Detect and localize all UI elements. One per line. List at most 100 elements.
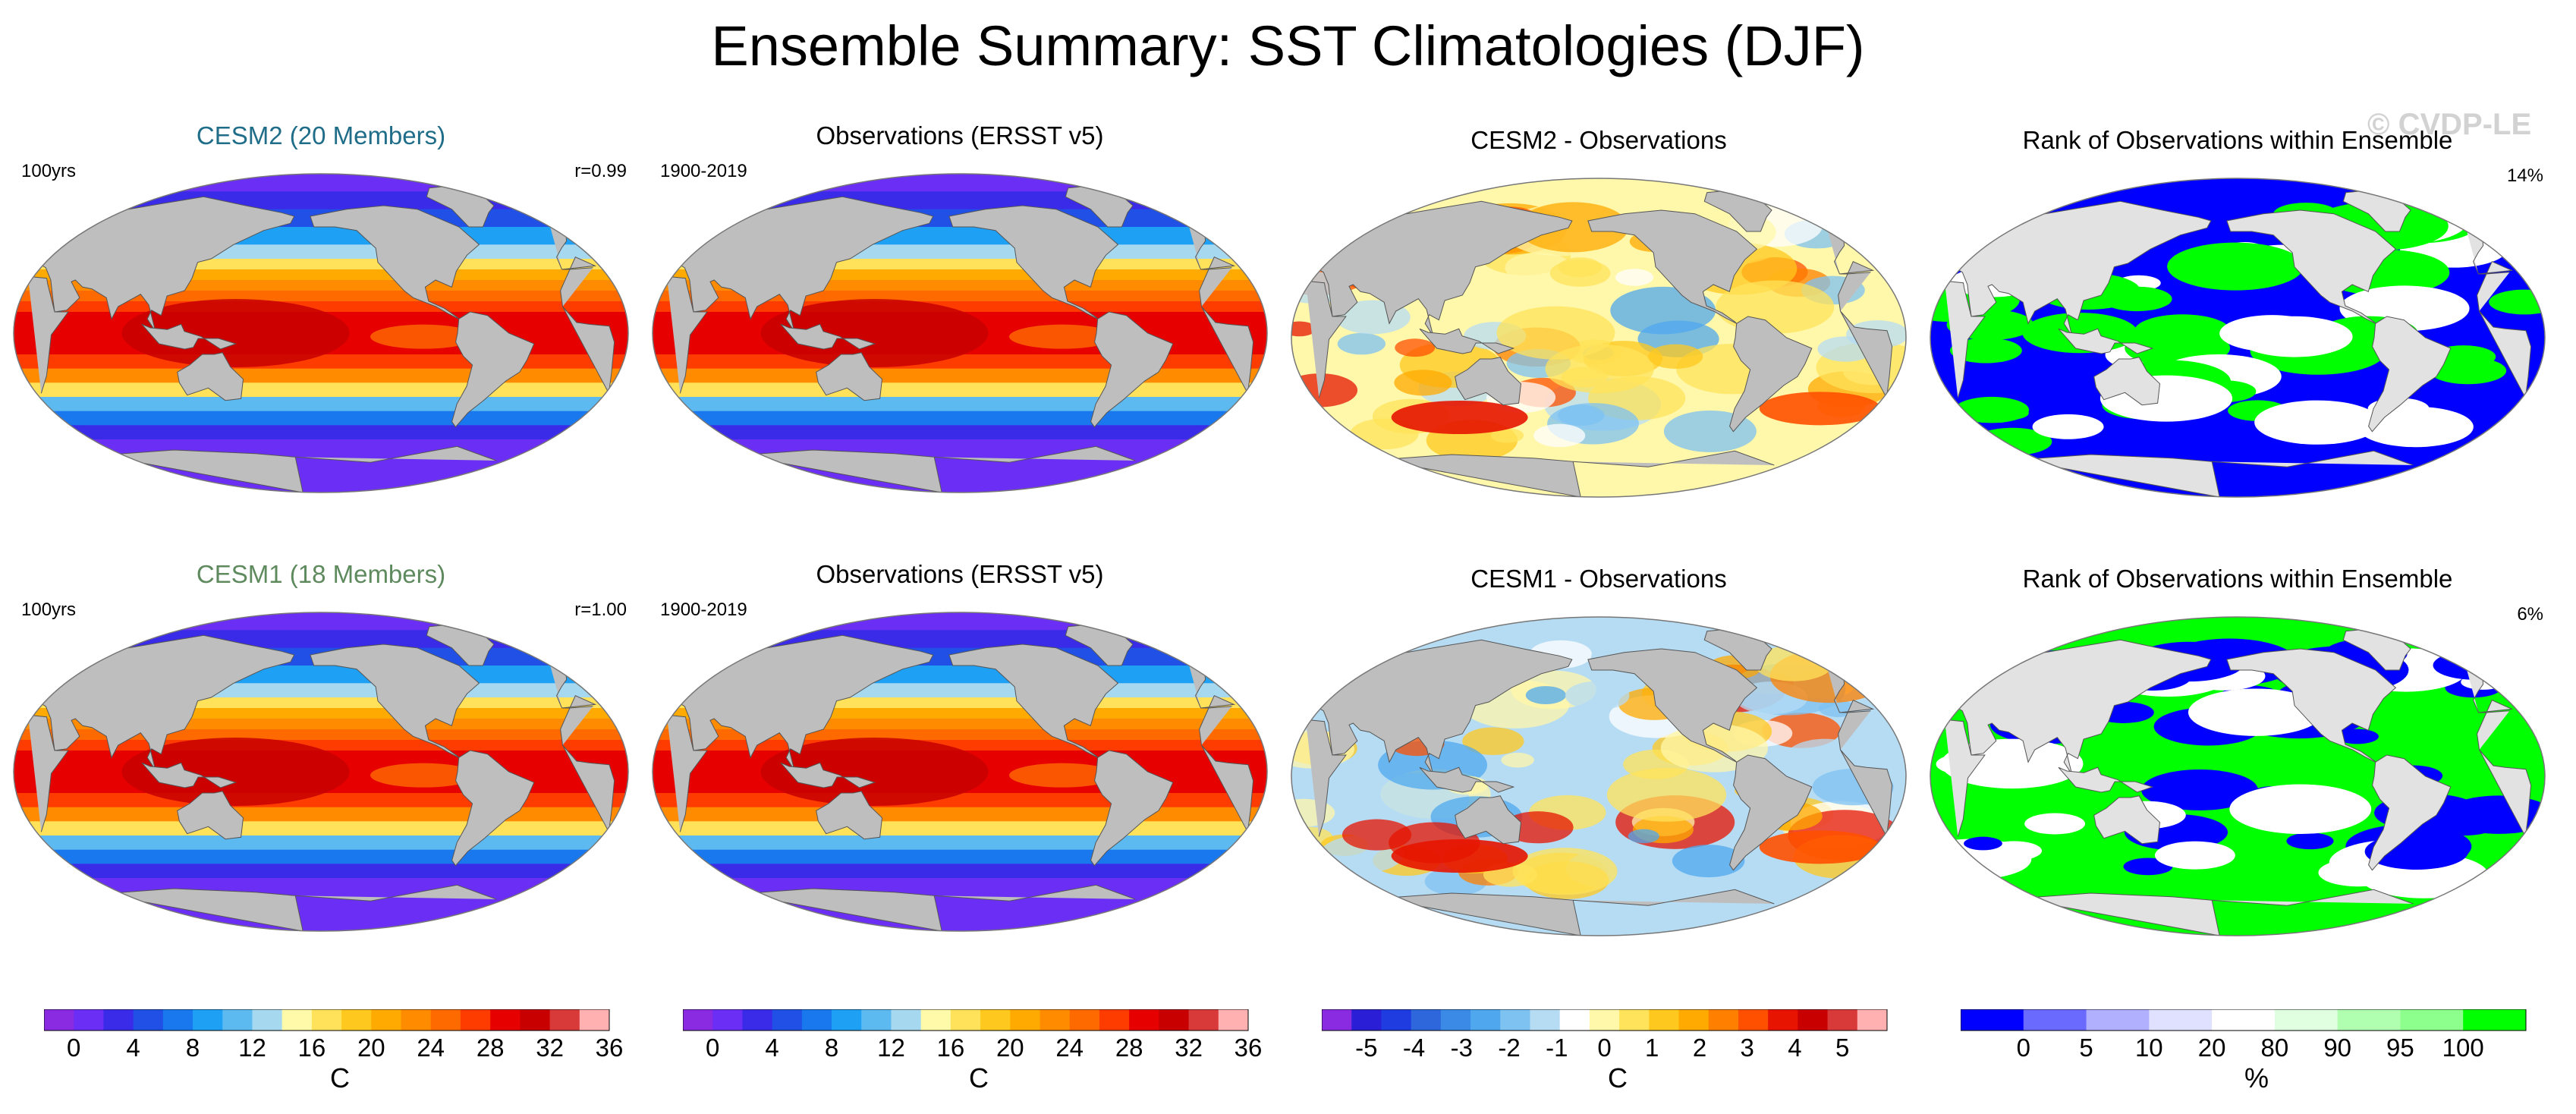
colorbar-tick-label: 0	[2017, 1034, 2030, 1062]
colorbar-frame	[1322, 1009, 1888, 1031]
sst-band	[14, 878, 628, 931]
diff-anomaly	[1561, 367, 1608, 388]
main-title: Ensemble Summary: SST Climatologies (DJF…	[711, 14, 1865, 77]
colorbar-tick-label: 1	[1645, 1034, 1659, 1062]
diff-anomaly	[1786, 738, 1864, 774]
land-indonesia	[1419, 766, 1515, 793]
land-africa	[1944, 272, 2532, 399]
colorbar-tick-label: 16	[298, 1034, 326, 1062]
sst-band	[14, 425, 628, 440]
sst-band	[14, 382, 628, 398]
land-americasS	[1090, 750, 1174, 867]
land-antarctica	[1378, 450, 1775, 497]
land-australia	[1455, 795, 1522, 845]
warm-pool	[760, 738, 989, 806]
colorbar-tick-label: -1	[1546, 1034, 1568, 1062]
rank-region	[2216, 255, 2285, 280]
map-plot	[645, 609, 1275, 939]
diff-anomaly	[1462, 727, 1524, 756]
land-indonesia	[141, 762, 237, 788]
sst-band	[653, 397, 1267, 412]
sst-band	[14, 397, 628, 412]
map-svg	[1930, 178, 2546, 498]
land-africa	[1305, 272, 1893, 399]
land-antarctica	[739, 445, 1136, 492]
diff-anomaly	[1628, 829, 1659, 844]
colorbar-tick-label: 90	[2323, 1034, 2351, 1062]
map-field	[1930, 617, 2545, 936]
rank-region	[1954, 396, 2030, 423]
colorbar-unit: C	[969, 1062, 989, 1094]
diff-anomaly	[1502, 811, 1574, 844]
colorbar-swatch	[1678, 1009, 1709, 1031]
land-australia	[2093, 795, 2161, 845]
colorbar-tick-label: 4	[765, 1034, 778, 1062]
colorbar-swatch	[1159, 1009, 1190, 1031]
panel-title: CESM1 (18 Members)	[196, 560, 446, 588]
land-australia	[816, 791, 883, 840]
panel-right-label: 14%	[2506, 165, 2543, 186]
warm-pool	[121, 738, 350, 806]
diff-anomaly	[1337, 332, 1386, 355]
sst-band	[653, 191, 1267, 210]
diff-anomaly	[1558, 257, 1603, 278]
cold-tongue	[370, 763, 477, 788]
colorbar-swatch	[950, 1009, 981, 1031]
sst-band	[14, 849, 628, 865]
colorbar-svg: -5 -4 -3 -2 -1 0 1 2 3 4 5	[1322, 1009, 1888, 1062]
colorbar-tick-label: 12	[877, 1034, 905, 1062]
map-plot	[6, 609, 636, 939]
colorbar-swatch	[1351, 1009, 1382, 1031]
land-americasS	[2368, 754, 2452, 871]
land-indonesia	[780, 762, 876, 788]
panel-title: Rank of Observations within Ensemble	[2022, 565, 2453, 593]
colorbar-swatch	[401, 1009, 432, 1031]
colorbar-tick-label: 24	[1055, 1034, 1084, 1062]
rank-region	[2357, 406, 2474, 448]
colorbar-tick-label: 10	[2135, 1034, 2163, 1062]
diff-anomaly	[1615, 269, 1653, 286]
map-svg	[1291, 178, 1907, 498]
colorbar-tick-label: 3	[1741, 1034, 1754, 1062]
colorbar-swatch	[1411, 1009, 1442, 1031]
panel-title: CESM2 - Observations	[1470, 126, 1727, 154]
panel-title: Observations (ERSST v5)	[816, 560, 1104, 588]
colorbar-tick-label: -4	[1403, 1034, 1425, 1062]
land-americasN	[310, 644, 480, 758]
sst-band	[14, 191, 628, 210]
land-antarctica	[2017, 450, 2414, 497]
colorbar-swatch	[74, 1009, 104, 1031]
sst-band	[653, 878, 1267, 931]
panel-cesm2-model: CESM2 (20 Members) 100yrs r=0.99	[6, 121, 636, 546]
map-plot	[1284, 175, 1914, 505]
panel-obs-2: Observations (ERSST v5) 1900-2019	[645, 560, 1275, 985]
diff-anomaly	[1672, 845, 1745, 878]
colorbar-swatch	[1708, 1009, 1739, 1031]
map-field	[1291, 617, 1906, 936]
colorbar-swatch	[2149, 1009, 2213, 1031]
diff-anomaly	[1525, 686, 1566, 705]
map-outline	[1930, 178, 2546, 498]
colorbar-diff: -5 -4 -3 -2 -1 0 1 2 3 4 5 C	[1322, 1009, 1914, 1100]
warm-pool	[121, 299, 350, 367]
diff-anomaly	[1291, 321, 1316, 337]
sst-band	[14, 411, 628, 426]
sst-band	[653, 864, 1267, 879]
colorbar-tick-label: 4	[1788, 1034, 1801, 1062]
watermark: © CVDP-LE	[2367, 108, 2532, 141]
rank-region	[2141, 769, 2259, 810]
sst-band	[653, 849, 1267, 865]
land-americasN	[1587, 648, 1758, 763]
colorbar-tick-label: 5	[2079, 1034, 2093, 1062]
colorbar-swatch	[742, 1009, 773, 1031]
panel-title: CESM1 - Observations	[1470, 565, 1727, 593]
colorbar-swatch	[193, 1009, 223, 1031]
map-plot	[6, 170, 636, 500]
colorbar-tick-label: 12	[238, 1034, 266, 1062]
rank-region	[2286, 832, 2334, 850]
colorbar-swatch	[1322, 1009, 1352, 1031]
colorbar-tick-label: 36	[1235, 1034, 1263, 1062]
colorbar-tick-label: -2	[1498, 1034, 1520, 1062]
colorbar-swatch	[861, 1009, 892, 1031]
sst-band	[14, 439, 628, 492]
